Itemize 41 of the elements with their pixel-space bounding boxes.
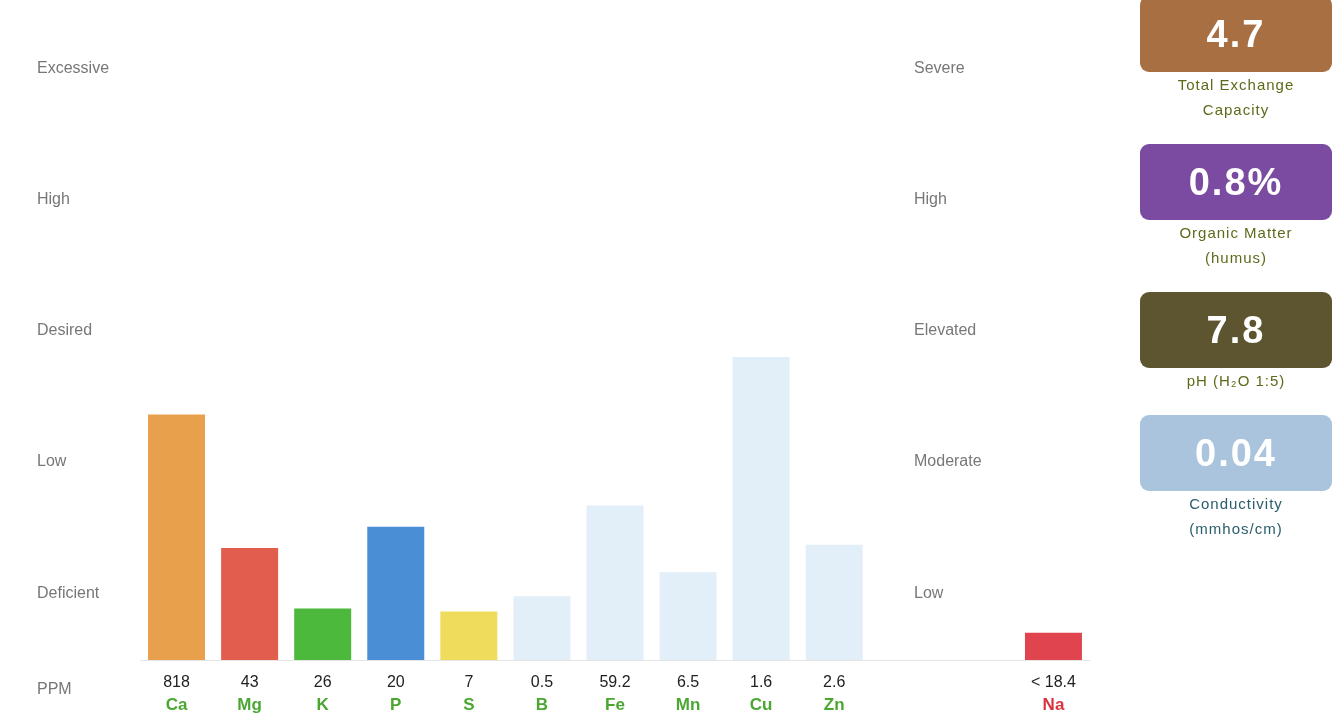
bar: [732, 357, 790, 660]
x-tick-label: 20 P: [386, 673, 405, 714]
text: High: [37, 190, 70, 207]
text: Severe: [914, 59, 965, 76]
bar: [659, 572, 717, 660]
bar: [221, 547, 279, 660]
x-tick-label: 43 Mg: [237, 673, 262, 714]
x-tick-label: 7 S: [463, 673, 475, 714]
x-tick-label: 818 Ca: [163, 673, 190, 714]
bar: [805, 544, 863, 660]
text: Excessive: [37, 59, 110, 76]
text: Elevated: [914, 321, 977, 338]
bar: [513, 596, 571, 660]
x-tick-label: 59.2 Fe: [599, 673, 631, 714]
category-label: Organic Matter (humus): [1178, 223, 1294, 268]
text: PPM: [37, 680, 72, 697]
category-label: pH (H₂O 1:5): [1185, 371, 1287, 391]
bar: [367, 526, 425, 660]
x-tick-label: < 18.4 Na: [1030, 673, 1077, 714]
bar: [294, 608, 352, 660]
annotation: Low: [914, 584, 944, 601]
annotation: Moderate: [914, 452, 982, 469]
bar: [586, 505, 644, 660]
text: 4.7: [1206, 13, 1266, 55]
x-tick-label: 26 K: [313, 673, 332, 714]
x-tick-label: 1.6 Cu: [749, 673, 773, 714]
text: High: [914, 190, 947, 207]
bar: [440, 611, 498, 660]
text: 0.8%: [1188, 161, 1284, 203]
bar: [1024, 632, 1082, 660]
category-label: Conductivity (mmhos/cm): [1188, 494, 1284, 539]
x-tick-label: 6.5 Mn: [675, 673, 701, 714]
text: 0.04: [1195, 432, 1277, 474]
x-tick-label: 0.5 B: [530, 673, 554, 714]
x-tick-label: 2.6 Zn: [823, 673, 846, 714]
bar: [148, 414, 206, 660]
text: 7.8: [1206, 309, 1266, 351]
category-label: Total Exchange Capacity: [1176, 75, 1296, 120]
text: Low: [37, 452, 67, 469]
text: Deficient: [37, 584, 100, 601]
text: Desired: [37, 321, 93, 338]
